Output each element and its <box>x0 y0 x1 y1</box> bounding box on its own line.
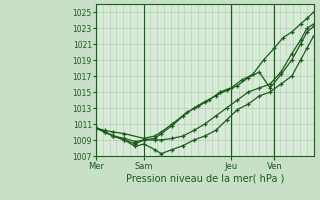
X-axis label: Pression niveau de la mer( hPa ): Pression niveau de la mer( hPa ) <box>126 173 284 183</box>
